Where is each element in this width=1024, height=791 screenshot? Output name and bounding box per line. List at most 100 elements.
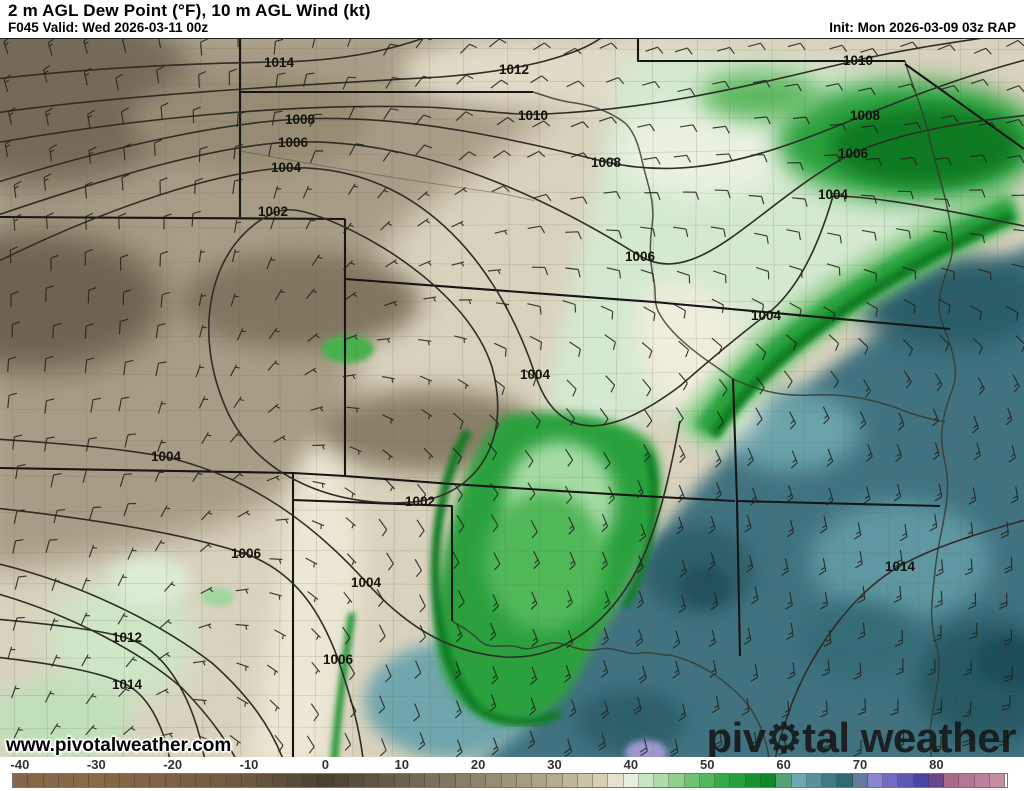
wind-barb [385, 76, 401, 89]
colorbar-segment [440, 774, 456, 787]
wind-barb [10, 291, 19, 308]
wind-barb [457, 590, 465, 609]
wind-barb [792, 197, 808, 207]
wind-barb [275, 72, 286, 88]
wind-barb [751, 298, 764, 313]
wind-barb [677, 88, 696, 96]
wind-barb [673, 154, 692, 163]
wind-barb [638, 665, 647, 684]
isobar-label-1002: 1002 [258, 204, 288, 219]
colorbar-segment [28, 774, 44, 787]
rivers [239, 60, 957, 758]
init-time-label: Init: Mon 2026-03-09 03z RAP [829, 20, 1016, 35]
wind-barb [893, 483, 902, 502]
wind-barb [713, 270, 727, 284]
wind-barb [1011, 263, 1024, 271]
colorbar-segment [58, 774, 75, 787]
wind-barb [236, 662, 249, 671]
wind-barb [525, 369, 537, 387]
wind-barb [154, 469, 164, 482]
wind-barb [342, 374, 356, 380]
wind-barb [895, 658, 904, 676]
wind-barb [818, 557, 827, 576]
wind-barb [860, 47, 878, 56]
wind-barb [269, 592, 283, 600]
wind-barb [266, 256, 276, 270]
colorbar-segment [898, 774, 914, 787]
isobar-label-1008: 1008 [591, 155, 622, 170]
wind-barb [748, 732, 757, 750]
wind-barb [969, 305, 982, 320]
wind-barb [454, 335, 468, 343]
wind-barb [605, 375, 616, 393]
wind-barb [1006, 305, 1019, 321]
wind-barb [978, 122, 997, 130]
wind-barb [383, 43, 399, 56]
wind-barb [85, 693, 97, 705]
isobar-label-1004: 1004 [351, 575, 382, 590]
wind-barb [858, 87, 876, 96]
wind-barb [938, 334, 950, 352]
wind-barb [311, 39, 316, 48]
wind-barb [384, 664, 392, 683]
wind-barb [937, 44, 956, 52]
wind-barb [858, 337, 869, 355]
colorbar-segment [165, 774, 181, 787]
wind-barb [716, 410, 725, 429]
wind-barb [7, 646, 16, 660]
wind-barb [382, 150, 399, 162]
isobar-label-1004: 1004 [151, 449, 182, 464]
wind-barb [673, 303, 686, 319]
wind-barb [458, 151, 477, 161]
wind-barb [1003, 629, 1013, 646]
wind-barb [45, 538, 58, 553]
colorbar-segment [119, 774, 136, 787]
wind-barb [489, 693, 497, 712]
wind-barb [47, 39, 55, 56]
wind-barb [377, 187, 389, 199]
wind-barb [14, 575, 27, 590]
wind-barb [565, 231, 582, 240]
wind-barb [378, 624, 386, 643]
wind-barb [896, 228, 912, 239]
wind-barb [750, 154, 768, 163]
wind-barb [155, 361, 167, 377]
colorbar-segment [577, 774, 594, 787]
wind-barb [747, 447, 754, 467]
wind-barb [969, 232, 986, 244]
wind-barb [233, 219, 241, 233]
wind-barb [1001, 695, 1011, 711]
wind-barb [230, 431, 242, 443]
wind-barb [454, 661, 462, 680]
wind-barb [633, 696, 642, 715]
wind-barb [414, 559, 422, 577]
wind-barb [452, 412, 464, 430]
wind-barb [198, 293, 206, 307]
wind-barb [307, 332, 320, 342]
isobar-label-1012: 1012 [112, 630, 142, 645]
wind-barb [786, 229, 801, 241]
colorbar-segment [516, 774, 533, 787]
colorbar-segment [883, 774, 899, 787]
colorbar-segment [959, 774, 975, 787]
colorbar-tick: 70 [852, 757, 868, 772]
wind-barb [826, 448, 834, 467]
wind-barb [606, 77, 625, 85]
wind-barb [307, 591, 319, 603]
wind-barb [941, 85, 960, 93]
wind-barb [455, 739, 463, 758]
wind-barb [756, 376, 765, 395]
wind-barb [494, 342, 507, 357]
wind-barb [1012, 374, 1020, 393]
wind-barb [310, 703, 320, 722]
wind-barb [156, 688, 169, 696]
wind-barb [940, 114, 959, 123]
wind-barb [451, 261, 465, 267]
wind-barb [377, 337, 391, 343]
wind-barb [490, 483, 499, 502]
wind-barb [606, 267, 622, 279]
green-dewpoint-band [110, 55, 1024, 758]
wind-barb [163, 213, 172, 230]
wind-barb [672, 630, 681, 649]
isobar-label-1004: 1004 [751, 308, 782, 323]
